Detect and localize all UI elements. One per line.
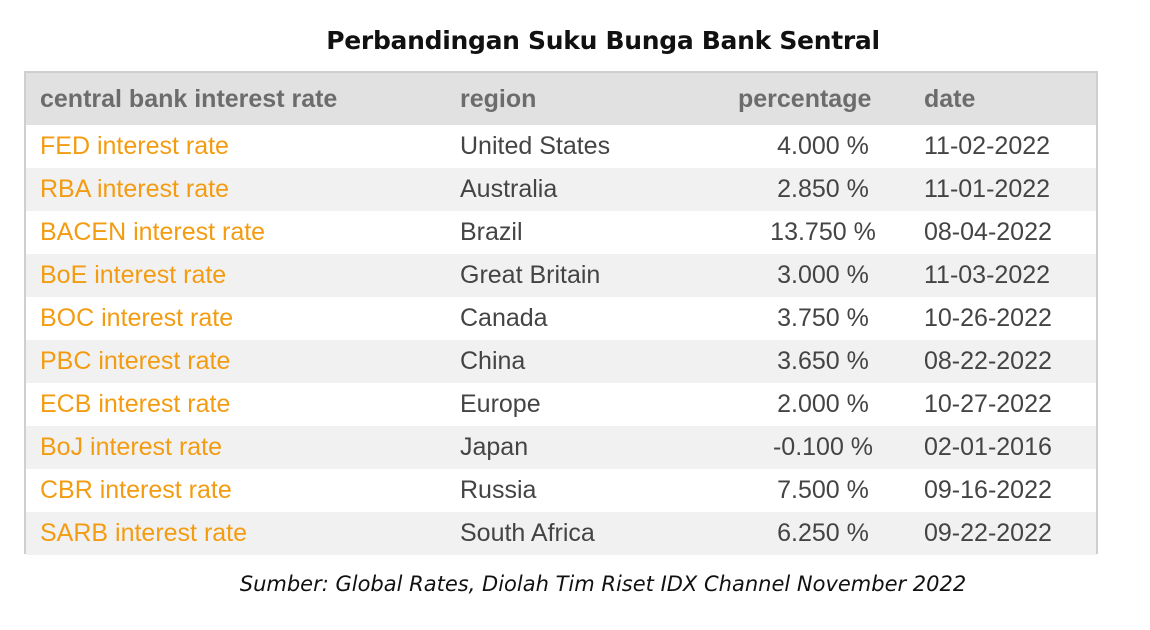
- date-cell: 09-16-2022: [924, 476, 1052, 504]
- table-row: FED interest rate United States 4.000 % 11-…: [26, 125, 1096, 168]
- date-cell: 08-04-2022: [924, 218, 1052, 246]
- chart-title: Perbandingan Suku Bunga Bank Sentral: [326, 26, 880, 55]
- table-row: RBA interest rate Australia 2.850 % 11-01-2…: [26, 168, 1096, 211]
- date-cell: 10-27-2022: [924, 390, 1052, 418]
- bank-rate-link[interactable]: FED interest rate: [40, 132, 229, 160]
- rates-table: central bank interest rate region percen…: [26, 73, 1096, 555]
- date-cell: 11-02-2022: [924, 132, 1051, 160]
- percentage-cell: -0.100 %: [772, 433, 874, 461]
- column-header-central-bank: central bank interest rate: [40, 84, 338, 113]
- region-cell: Canada: [460, 304, 548, 332]
- bank-rate-link[interactable]: ECB interest rate: [40, 390, 231, 418]
- bank-rate-link[interactable]: BACEN interest rate: [40, 218, 266, 246]
- percentage-cell: 2.850 %: [777, 175, 869, 203]
- percentage-cell: 7.500 %: [777, 476, 869, 504]
- column-header-date: date: [924, 84, 976, 113]
- percentage-cell: 3.650 %: [777, 347, 869, 375]
- bank-rate-link[interactable]: BOC interest rate: [40, 304, 234, 332]
- date-cell: 08-22-2022: [924, 347, 1052, 375]
- bank-rate-link[interactable]: BoJ interest rate: [40, 433, 223, 461]
- bank-rate-link[interactable]: PBC interest rate: [40, 347, 231, 375]
- percentage-cell: 3.750 %: [777, 304, 869, 332]
- table-row: CBR interest rate Russia 7.500 % 09-16-2022: [26, 469, 1096, 512]
- table-row: BACEN interest rate Brazil 13.750 % 08-04-2…: [26, 211, 1096, 254]
- bank-rate-link[interactable]: SARB interest rate: [40, 519, 248, 547]
- date-cell: 10-26-2022: [924, 304, 1052, 332]
- region-cell: Europe: [460, 390, 541, 418]
- region-cell: Russia: [460, 476, 537, 504]
- table-row: BoJ interest rate Japan -0.100 % 02-01-2016: [26, 426, 1096, 469]
- table-row: BoE interest rate Great Britain 3.000 % 11-…: [26, 254, 1096, 297]
- table-row: ECB interest rate Europe 2.000 % 10-27-2022: [26, 383, 1096, 426]
- bank-rate-link[interactable]: RBA interest rate: [40, 175, 229, 203]
- column-header-percentage: percentage: [738, 84, 872, 113]
- table-body: FED interest rate United States 4.000 % 11-…: [26, 125, 1096, 555]
- table-row: SARB interest rate South Africa 6.250 % 09-…: [26, 512, 1096, 555]
- region-cell: United States: [460, 132, 611, 160]
- date-cell: 11-01-2022: [924, 175, 1051, 203]
- percentage-cell: 6.250 %: [777, 519, 869, 547]
- percentage-cell: 2.000 %: [777, 390, 869, 418]
- date-cell: 11-03-2022: [924, 261, 1051, 289]
- rates-table-container: central bank interest rate region percen…: [24, 71, 1098, 555]
- region-cell: China: [460, 347, 526, 375]
- bank-rate-link[interactable]: CBR interest rate: [40, 476, 232, 504]
- region-cell: Australia: [460, 175, 558, 203]
- region-cell: South Africa: [460, 519, 595, 547]
- bank-rate-link[interactable]: BoE interest rate: [40, 261, 227, 289]
- table-row: BOC interest rate Canada 3.750 % 10-26-2022: [26, 297, 1096, 340]
- region-cell: Brazil: [460, 218, 523, 246]
- column-header-region: region: [460, 84, 537, 113]
- percentage-cell: 3.000 %: [777, 261, 869, 289]
- table-header-row: central bank interest rate region percen…: [26, 73, 1096, 125]
- table-row: PBC interest rate China 3.650 % 08-22-2022: [26, 340, 1096, 383]
- source-note: Sumber: Global Rates, Diolah Tim Riset I…: [239, 572, 967, 596]
- region-cell: Great Britain: [460, 261, 601, 289]
- date-cell: 09-22-2022: [924, 519, 1052, 547]
- percentage-cell: 13.750 %: [770, 218, 876, 246]
- region-cell: Japan: [460, 433, 529, 461]
- percentage-cell: 4.000 %: [777, 132, 869, 160]
- date-cell: 02-01-2016: [924, 433, 1052, 461]
